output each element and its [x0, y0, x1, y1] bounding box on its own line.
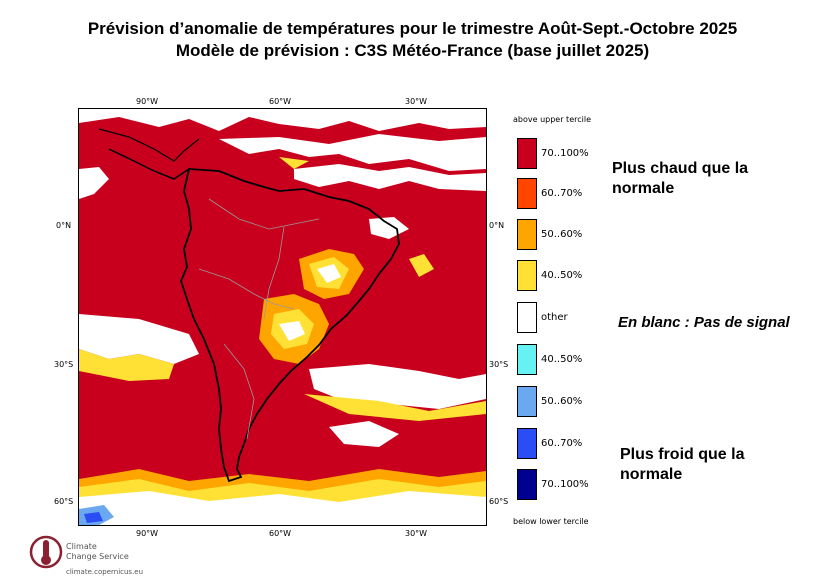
- legend-label: 40..50%: [541, 270, 583, 281]
- no-signal-note: En blanc : Pas de signal: [618, 314, 790, 331]
- anomaly-map: [78, 108, 487, 526]
- map-amazon-white: [317, 264, 341, 283]
- cold-note: Plus froid que la normale: [620, 446, 745, 483]
- map-pacific-south-yellow: [79, 349, 174, 381]
- legend-swatch: [517, 344, 537, 375]
- warm-note: Plus chaud que la normale: [612, 160, 749, 197]
- legend-label: 50..60%: [541, 229, 583, 240]
- map-atlantic-yellow: [409, 254, 434, 277]
- country-borders-south: [223, 343, 255, 440]
- legend-swatch: [517, 302, 537, 333]
- legend-label: 60..70%: [541, 438, 583, 449]
- lon-tick-top-30w: 30°W: [405, 97, 428, 106]
- lon-tick-bottom-30w: 30°W: [405, 529, 428, 538]
- legend-bottom-caption: below lower tercile: [513, 517, 589, 526]
- lon-tick-bottom-90w: 90°W: [136, 529, 159, 538]
- map-southcentral-white: [279, 321, 305, 341]
- map-southern-darkblue: [84, 512, 103, 523]
- lat-tick-left-60s: 60°S: [54, 497, 74, 506]
- map-southatlantic-yellow: [304, 394, 486, 421]
- legend-swatch: [517, 386, 537, 417]
- map-pacific-white: [79, 167, 109, 199]
- lat-tick-left-0n: 0°N: [56, 221, 72, 230]
- logo-url: climate.copernicus.eu: [66, 568, 144, 576]
- legend-swatch: [517, 219, 537, 250]
- anomaly-map-svg: [79, 109, 486, 525]
- lon-tick-top-90w: 90°W: [136, 97, 159, 106]
- lat-tick-right-60s: 60°S: [489, 497, 509, 506]
- lon-tick-top-60w: 60°W: [269, 97, 292, 106]
- legend-swatch: [517, 469, 537, 500]
- legend-label: 70..100%: [541, 479, 589, 490]
- legend-label: 60..70%: [541, 188, 583, 199]
- map-north-yellow: [279, 157, 309, 169]
- lat-tick-right-0n: 0°N: [489, 221, 505, 230]
- logo-line1: Climate: [66, 542, 97, 551]
- map-atlantic-white: [369, 217, 409, 239]
- map-caribbean-white: [294, 164, 486, 191]
- map-north-white: [79, 109, 486, 131]
- legend-label: 50..60%: [541, 396, 583, 407]
- lat-tick-right-30s: 30°S: [489, 360, 509, 369]
- legend-label: other: [541, 312, 568, 323]
- map-subtitle: Modèle de prévision : C3S Météo-France (…: [175, 41, 650, 60]
- copernicus-logo: Climate Change Service climate.copernicu…: [28, 532, 143, 578]
- lon-tick-bottom-60w: 60°W: [269, 529, 292, 538]
- map-north-atlantic-white: [219, 134, 486, 171]
- map-southatlantic-white: [309, 364, 486, 409]
- legend-swatch: [517, 138, 537, 169]
- legend-label: 40..50%: [541, 354, 583, 365]
- map-title: Prévision d’anomalie de températures pou…: [87, 19, 738, 38]
- central-america-coastline: [108, 148, 190, 180]
- map-pacific-south-white: [79, 314, 199, 364]
- logo-line2: Change Service: [66, 552, 129, 561]
- south-america-coastline: [180, 168, 400, 483]
- thermometer-logo-icon: [29, 535, 63, 569]
- legend-swatch: [517, 178, 537, 209]
- gulf-coastline: [98, 128, 200, 162]
- lat-tick-left-30s: 30°S: [54, 360, 74, 369]
- legend-label: 70..100%: [541, 148, 589, 159]
- legend-swatch: [517, 260, 537, 291]
- legend-top-caption: above upper tercile: [513, 115, 591, 124]
- map-southern-white: [79, 491, 486, 525]
- country-borders-north: [208, 198, 320, 230]
- map-southatlantic-white-2: [329, 421, 399, 447]
- country-borders-central: [198, 268, 295, 310]
- legend-swatch: [517, 428, 537, 459]
- country-borders-brazil: [263, 226, 285, 320]
